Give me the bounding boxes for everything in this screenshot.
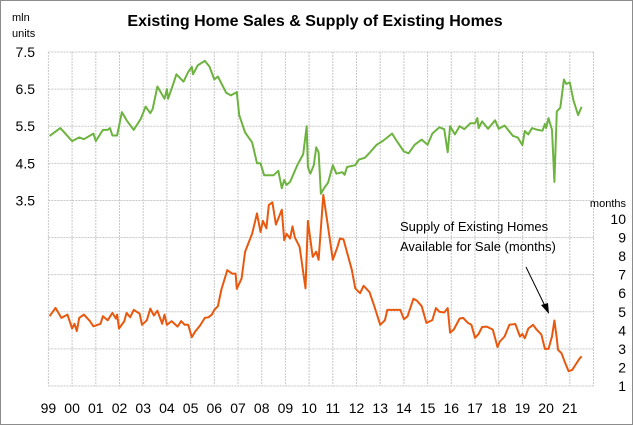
x-axis-tick-label: 18 xyxy=(491,400,507,416)
x-axis-tick-label: 00 xyxy=(64,400,80,416)
right-axis-tick-label: 4 xyxy=(618,322,626,338)
x-axis-tick-label: 20 xyxy=(538,400,554,416)
x-axis-tick-label: 13 xyxy=(372,400,388,416)
x-axis-tick-label: 04 xyxy=(159,400,175,416)
x-axis-tick-label: 06 xyxy=(207,400,223,416)
x-axis-tick-label: 08 xyxy=(254,400,270,416)
right-axis-tick-label: 6 xyxy=(618,285,626,301)
x-axis-tick-label: 05 xyxy=(183,400,199,416)
existing-home-sales-line xyxy=(49,59,583,195)
left-axis-unit-mln: mln xyxy=(12,12,30,24)
annotation-arrow xyxy=(525,266,549,314)
x-axis-tick-label: 03 xyxy=(135,400,151,416)
right-axis-tick-label: 10 xyxy=(610,211,626,227)
left-axis-tick-label: 5.5 xyxy=(16,118,36,134)
right-axis-unit-months: months xyxy=(590,198,627,210)
x-axis-tick-label: 17 xyxy=(467,400,483,416)
x-axis-tick-label: 11 xyxy=(326,400,341,416)
x-axis-tick-label: 10 xyxy=(301,400,317,416)
x-axis-tick-label: 15 xyxy=(420,400,436,416)
x-axis-tick-label: 99 xyxy=(41,400,57,416)
chart-title: Existing Home Sales & Supply of Existing… xyxy=(127,13,502,30)
x-axis-tick-label: 16 xyxy=(444,400,460,416)
left-axis-tick-label: 6.5 xyxy=(16,81,36,97)
right-axis-tick-label: 1 xyxy=(618,378,626,394)
x-axis-tick-label: 01 xyxy=(88,400,104,416)
x-axis-tick-label: 14 xyxy=(396,400,412,416)
right-axis-tick-label: 2 xyxy=(618,359,626,375)
months-supply-line xyxy=(48,193,583,373)
annotation-line1: Supply of Existing Homes xyxy=(400,219,549,234)
x-axis-tick-label: 09 xyxy=(278,400,294,416)
left-axis-unit-units: units xyxy=(12,28,36,40)
left-axis-tick-label: 3.5 xyxy=(16,192,36,208)
x-axis-tick-label: 02 xyxy=(112,400,128,416)
left-axis-tick-label: 4.5 xyxy=(16,155,36,171)
right-axis-tick-label: 5 xyxy=(618,304,626,320)
annotation-line2: Available for Sale (months) xyxy=(400,239,556,254)
left-axis-tick-label: 7.5 xyxy=(16,44,36,60)
x-axis-tick-label: 12 xyxy=(349,400,365,416)
right-axis-tick-label: 3 xyxy=(618,341,626,357)
right-axis-tick-label: 9 xyxy=(618,230,626,246)
right-axis-tick-label: 7 xyxy=(618,267,626,283)
right-axis-tick-label: 8 xyxy=(618,248,626,264)
x-axis-tick-label: 21 xyxy=(562,400,578,416)
series-lines xyxy=(48,59,583,373)
x-axis-tick-label: 07 xyxy=(230,400,246,416)
x-axis-tick-label: 19 xyxy=(515,400,531,416)
